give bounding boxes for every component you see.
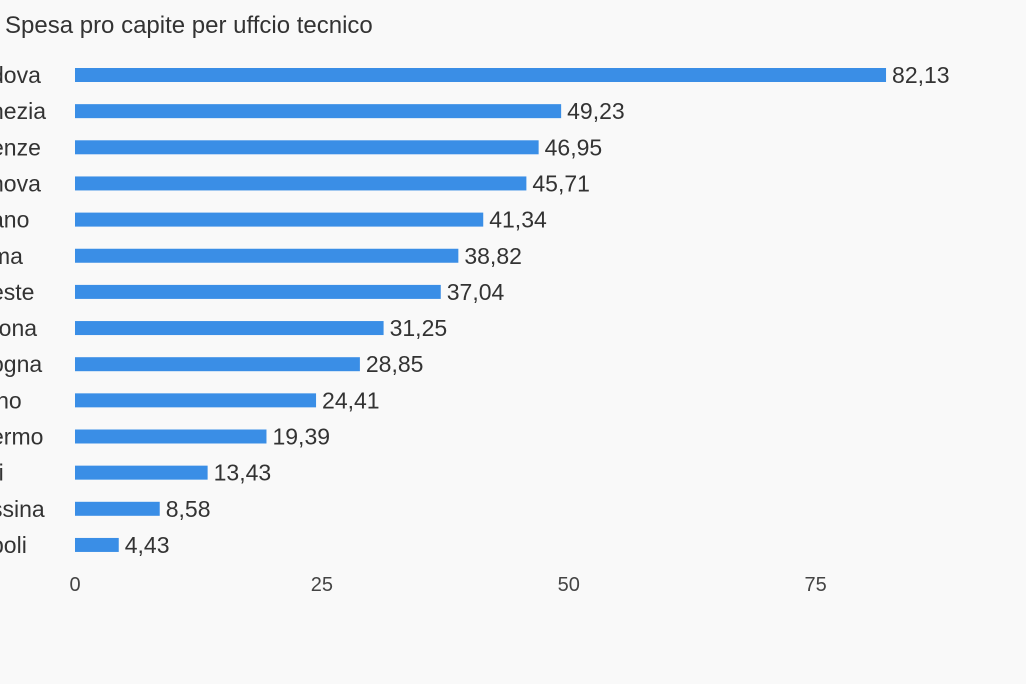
bar-value-label: 8,58 <box>166 496 211 522</box>
category-label: ano <box>0 207 29 233</box>
bar-value-label: 19,39 <box>272 424 330 450</box>
bar <box>75 68 887 82</box>
category-label: ino <box>0 387 22 413</box>
bar-value-label: 4,43 <box>125 532 170 558</box>
category-label: ermo <box>0 424 43 450</box>
bar <box>75 465 208 480</box>
category-label: nezia <box>0 98 46 124</box>
bar-value-label: 41,34 <box>489 207 547 233</box>
bar <box>75 393 317 408</box>
bar-value-label: 46,95 <box>545 134 603 160</box>
category-label: rona <box>0 315 37 341</box>
x-tick-label: 50 <box>558 574 580 596</box>
bar <box>75 429 267 444</box>
bar-value-label: 49,23 <box>567 98 625 124</box>
bar-value-label: 37,04 <box>447 279 505 305</box>
bar <box>75 357 360 372</box>
bars <box>75 68 887 552</box>
category-label: dova <box>0 62 41 88</box>
category-label: este <box>0 279 34 305</box>
bar-value-label: 24,41 <box>322 387 380 413</box>
bar <box>75 140 539 155</box>
x-tick-label: 0 <box>69 574 80 596</box>
bar-value-label: 28,85 <box>366 351 424 377</box>
category-label: ogna <box>0 351 42 377</box>
category-label: enze <box>0 134 41 160</box>
bar <box>75 212 484 227</box>
bar <box>75 176 527 191</box>
bar-value-label: 13,43 <box>214 460 272 486</box>
category-label: ri <box>0 460 4 486</box>
bar <box>75 104 562 119</box>
category-label: ma <box>0 243 23 269</box>
bar-value-label: 45,71 <box>532 170 590 196</box>
chart-title: Spesa pro capite per uffcio tecnico <box>5 12 373 39</box>
x-tick-label: 75 <box>805 574 827 596</box>
category-labels: dova nezia enze nova ano ma este rona ogna ino erm… <box>0 62 46 558</box>
bar-value-label: 38,82 <box>464 243 522 269</box>
bar-value-label: 82,13 <box>892 62 950 88</box>
bar <box>75 537 119 552</box>
category-label: nova <box>0 170 41 196</box>
category-label: ssina <box>0 496 45 522</box>
bar <box>75 321 384 336</box>
bar <box>75 284 441 299</box>
bar <box>75 501 160 516</box>
bar-value-label: 31,25 <box>390 315 448 341</box>
bar <box>75 248 459 263</box>
value-labels: 82,13 49,23 46,95 45,71 41,34 38,82 37,04 31,25… <box>125 62 950 558</box>
category-label: poli <box>0 532 27 558</box>
x-tick-label: 25 <box>311 574 333 596</box>
x-axis-ticks: 0 25 50 75 <box>69 574 826 596</box>
